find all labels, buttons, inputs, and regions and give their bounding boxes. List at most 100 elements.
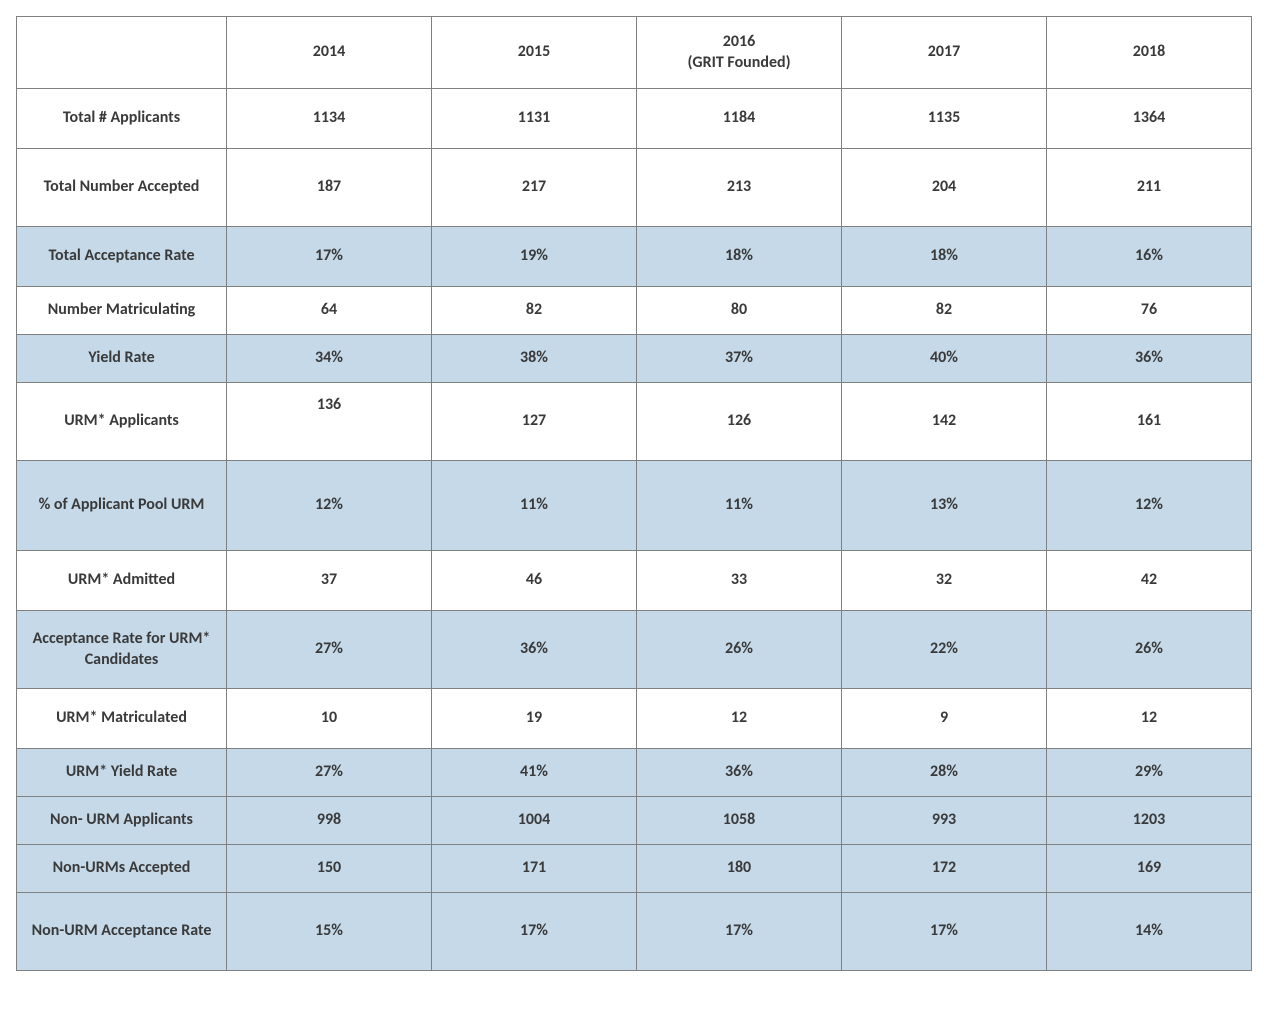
data-cell: 41% bbox=[432, 749, 637, 797]
data-cell: 27% bbox=[227, 749, 432, 797]
data-cell: 17% bbox=[227, 227, 432, 287]
table-row: Acceptance Rate for URM* Candidates27%36… bbox=[17, 611, 1252, 689]
data-cell: 1004 bbox=[432, 797, 637, 845]
data-cell: 29% bbox=[1047, 749, 1252, 797]
data-cell: 12 bbox=[637, 689, 842, 749]
table-head: 2014 2015 2016(GRIT Founded) 2017 2018 bbox=[17, 17, 1252, 89]
data-cell: 46 bbox=[432, 551, 637, 611]
data-cell: 37% bbox=[637, 335, 842, 383]
data-cell: 136 bbox=[227, 383, 432, 461]
data-cell: 64 bbox=[227, 287, 432, 335]
data-cell: 9 bbox=[842, 689, 1047, 749]
header-cell-2016: 2016(GRIT Founded) bbox=[637, 17, 842, 89]
data-cell: 13% bbox=[842, 461, 1047, 551]
row-label: Yield Rate bbox=[17, 335, 227, 383]
data-cell: 17% bbox=[842, 893, 1047, 971]
data-cell: 10 bbox=[227, 689, 432, 749]
data-cell: 126 bbox=[637, 383, 842, 461]
table-row: URM* Matriculated101912912 bbox=[17, 689, 1252, 749]
header-cell-2018: 2018 bbox=[1047, 17, 1252, 89]
table-row: Total Number Accepted187217213204211 bbox=[17, 149, 1252, 227]
table-row: URM* Admitted3746333242 bbox=[17, 551, 1252, 611]
table-row: Non-URM Acceptance Rate15%17%17%17%14% bbox=[17, 893, 1252, 971]
data-cell: 172 bbox=[842, 845, 1047, 893]
row-label: URM* Yield Rate bbox=[17, 749, 227, 797]
data-cell: 19 bbox=[432, 689, 637, 749]
data-cell: 42 bbox=[1047, 551, 1252, 611]
row-label: URM* Applicants bbox=[17, 383, 227, 461]
data-cell: 80 bbox=[637, 287, 842, 335]
data-cell: 1058 bbox=[637, 797, 842, 845]
table-row: Number Matriculating6482808276 bbox=[17, 287, 1252, 335]
data-cell: 38% bbox=[432, 335, 637, 383]
data-cell: 1184 bbox=[637, 89, 842, 149]
row-label: Total Number Accepted bbox=[17, 149, 227, 227]
row-label: Non- URM Applicants bbox=[17, 797, 227, 845]
row-label: Number Matriculating bbox=[17, 287, 227, 335]
data-cell: 12 bbox=[1047, 689, 1252, 749]
row-label: Acceptance Rate for URM* Candidates bbox=[17, 611, 227, 689]
data-cell: 32 bbox=[842, 551, 1047, 611]
data-cell: 11% bbox=[637, 461, 842, 551]
data-cell: 33 bbox=[637, 551, 842, 611]
data-cell: 1134 bbox=[227, 89, 432, 149]
data-cell: 211 bbox=[1047, 149, 1252, 227]
data-cell: 40% bbox=[842, 335, 1047, 383]
data-cell: 127 bbox=[432, 383, 637, 461]
data-cell: 17% bbox=[432, 893, 637, 971]
table-row: URM* Yield Rate27%41%36%28%29% bbox=[17, 749, 1252, 797]
header-cell-blank bbox=[17, 17, 227, 89]
data-cell: 37 bbox=[227, 551, 432, 611]
data-cell: 76 bbox=[1047, 287, 1252, 335]
row-label: Non-URM Acceptance Rate bbox=[17, 893, 227, 971]
row-label: Total # Applicants bbox=[17, 89, 227, 149]
table-row: Non-URMs Accepted150171180172169 bbox=[17, 845, 1252, 893]
table-body: Total # Applicants11341131118411351364To… bbox=[17, 89, 1252, 971]
data-cell: 217 bbox=[432, 149, 637, 227]
table-row: Yield Rate34%38%37%40%36% bbox=[17, 335, 1252, 383]
table-row: % of Applicant Pool URM12%11%11%13%12% bbox=[17, 461, 1252, 551]
data-cell: 18% bbox=[842, 227, 1047, 287]
data-cell: 22% bbox=[842, 611, 1047, 689]
data-cell: 161 bbox=[1047, 383, 1252, 461]
data-cell: 993 bbox=[842, 797, 1047, 845]
data-cell: 82 bbox=[432, 287, 637, 335]
data-cell: 34% bbox=[227, 335, 432, 383]
table-row: URM* Applicants136127126142161 bbox=[17, 383, 1252, 461]
data-cell: 213 bbox=[637, 149, 842, 227]
data-cell: 204 bbox=[842, 149, 1047, 227]
data-cell: 28% bbox=[842, 749, 1047, 797]
data-cell: 150 bbox=[227, 845, 432, 893]
data-cell: 1131 bbox=[432, 89, 637, 149]
data-cell: 998 bbox=[227, 797, 432, 845]
data-cell: 36% bbox=[432, 611, 637, 689]
row-label: Total Acceptance Rate bbox=[17, 227, 227, 287]
data-cell: 19% bbox=[432, 227, 637, 287]
data-cell: 12% bbox=[227, 461, 432, 551]
data-cell: 17% bbox=[637, 893, 842, 971]
data-cell: 82 bbox=[842, 287, 1047, 335]
data-cell: 1135 bbox=[842, 89, 1047, 149]
data-cell: 27% bbox=[227, 611, 432, 689]
row-label: % of Applicant Pool URM bbox=[17, 461, 227, 551]
data-cell: 171 bbox=[432, 845, 637, 893]
header-row: 2014 2015 2016(GRIT Founded) 2017 2018 bbox=[17, 17, 1252, 89]
table-row: Non- URM Applicants998100410589931203 bbox=[17, 797, 1252, 845]
header-cell-2015: 2015 bbox=[432, 17, 637, 89]
data-cell: 187 bbox=[227, 149, 432, 227]
row-label: URM* Admitted bbox=[17, 551, 227, 611]
data-cell: 12% bbox=[1047, 461, 1252, 551]
data-cell: 142 bbox=[842, 383, 1047, 461]
data-cell: 15% bbox=[227, 893, 432, 971]
data-cell: 169 bbox=[1047, 845, 1252, 893]
data-cell: 16% bbox=[1047, 227, 1252, 287]
data-cell: 14% bbox=[1047, 893, 1252, 971]
row-label: URM* Matriculated bbox=[17, 689, 227, 749]
data-cell: 11% bbox=[432, 461, 637, 551]
header-cell-2017: 2017 bbox=[842, 17, 1047, 89]
data-cell: 26% bbox=[1047, 611, 1252, 689]
data-cell: 1364 bbox=[1047, 89, 1252, 149]
header-cell-2014: 2014 bbox=[227, 17, 432, 89]
row-label: Non-URMs Accepted bbox=[17, 845, 227, 893]
data-cell: 1203 bbox=[1047, 797, 1252, 845]
